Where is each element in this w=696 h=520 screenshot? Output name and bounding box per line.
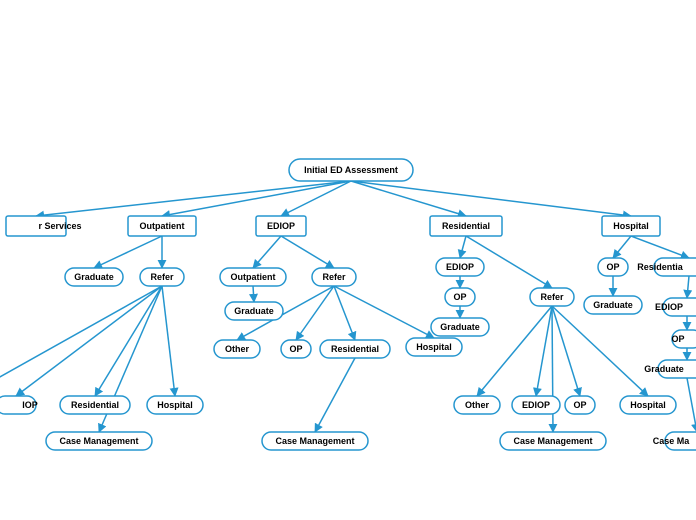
node-label: Residentia — [637, 262, 684, 272]
node-h_cm: Case Ma — [653, 432, 696, 450]
node-label: Refer — [540, 292, 564, 302]
node-label: Case Management — [275, 436, 354, 446]
edge — [253, 286, 254, 302]
node-label: Other — [225, 344, 250, 354]
node-ediop: EDIOP — [256, 216, 306, 236]
diagram-canvas: Initial ED Assessment r Services Outpatien… — [0, 0, 696, 520]
node-label: EDIOP — [522, 400, 550, 410]
edge — [687, 378, 696, 432]
edge — [351, 181, 466, 216]
edge — [613, 236, 631, 258]
edge — [351, 181, 631, 216]
node-label: Hospital — [630, 400, 666, 410]
node-hosp_op2: OP — [671, 330, 696, 348]
node-label: Hospital — [157, 400, 193, 410]
node-rr_op: OP — [565, 396, 595, 414]
node-res_refer: Refer — [530, 288, 574, 306]
edge — [477, 306, 552, 396]
node-label: Residential — [71, 400, 119, 410]
node-label: EDIOP — [655, 302, 683, 312]
node-label: OP — [606, 262, 619, 272]
node-label: Hospital — [416, 342, 452, 352]
node-label: Residential — [331, 344, 379, 354]
edge — [631, 236, 689, 258]
node-ed_out: Outpatient — [220, 268, 286, 286]
node-rr_other: Other — [454, 396, 500, 414]
node-er_other: Other — [214, 340, 260, 358]
node-er_hosp: Hospital — [406, 338, 462, 356]
node-label: OP — [453, 292, 466, 302]
node-label: EDIOP — [446, 262, 474, 272]
edge — [296, 286, 334, 340]
node-label: Residential — [442, 221, 490, 231]
edge — [94, 236, 162, 268]
node-out: Outpatient — [128, 216, 196, 236]
node-or_res: Residential — [60, 396, 130, 414]
node-rr_ediop: EDIOP — [512, 396, 560, 414]
node-label: Case Ma — [653, 436, 691, 446]
edge — [536, 306, 552, 396]
node-res_grad: Graduate — [431, 318, 489, 336]
node-or_iop: IOP — [0, 396, 38, 414]
node-label: OP — [289, 344, 302, 354]
node-res_ediop: EDIOP — [436, 258, 484, 276]
node-hosp_ediop: EDIOP — [655, 298, 696, 316]
edge — [315, 358, 355, 432]
node-label: Outpatient — [140, 221, 185, 231]
node-hosp_grad2: Graduate — [644, 360, 696, 378]
node-label: r Services — [38, 221, 81, 231]
node-res_op: OP — [445, 288, 475, 306]
edge — [16, 286, 162, 396]
edge — [253, 236, 281, 268]
node-label: EDIOP — [267, 221, 295, 231]
node-er_op: OP — [281, 340, 311, 358]
node-res: Residential — [430, 216, 502, 236]
node-label: OP — [671, 334, 684, 344]
edge — [281, 181, 351, 216]
node-er_res: Residential — [320, 340, 390, 358]
node-label: Other — [465, 400, 490, 410]
node-label: Graduate — [593, 300, 633, 310]
node-hosp_grad: Graduate — [584, 296, 642, 314]
node-label: Hospital — [613, 221, 649, 231]
node-er_cm: Case Management — [262, 432, 368, 450]
edge — [281, 236, 334, 268]
node-label: Graduate — [644, 364, 684, 374]
node-ed_refer: Refer — [312, 268, 356, 286]
node-hosp_op: OP — [598, 258, 628, 276]
edge — [334, 286, 434, 338]
node-out_grad: Graduate — [65, 268, 123, 286]
node-label: Refer — [322, 272, 346, 282]
node-label: Initial ED Assessment — [304, 165, 398, 175]
node-label: Outpatient — [231, 272, 276, 282]
node-label: Graduate — [440, 322, 480, 332]
edge — [460, 236, 466, 258]
node-out_refer: Refer — [140, 268, 184, 286]
edge — [162, 286, 175, 396]
node-hosp_res: Residentia — [637, 258, 696, 276]
edge — [95, 286, 162, 396]
node-label: IOP — [22, 400, 38, 410]
node-ed_grad: Graduate — [225, 302, 283, 320]
node-rr_hosp: Hospital — [620, 396, 676, 414]
node-hosp: Hospital — [602, 216, 660, 236]
node-rr_cm: Case Management — [500, 432, 606, 450]
node-label: Refer — [150, 272, 174, 282]
node-root: Initial ED Assessment — [289, 159, 413, 181]
edge — [687, 276, 689, 298]
node-or_cm: Case Management — [46, 432, 152, 450]
node-label: Case Management — [513, 436, 592, 446]
node-label: OP — [573, 400, 586, 410]
node-or_hosp: Hospital — [147, 396, 203, 414]
node-label: Graduate — [74, 272, 114, 282]
node-label: Graduate — [234, 306, 274, 316]
node-label: Case Management — [59, 436, 138, 446]
edge — [334, 286, 355, 340]
node-svc: r Services — [6, 216, 82, 236]
